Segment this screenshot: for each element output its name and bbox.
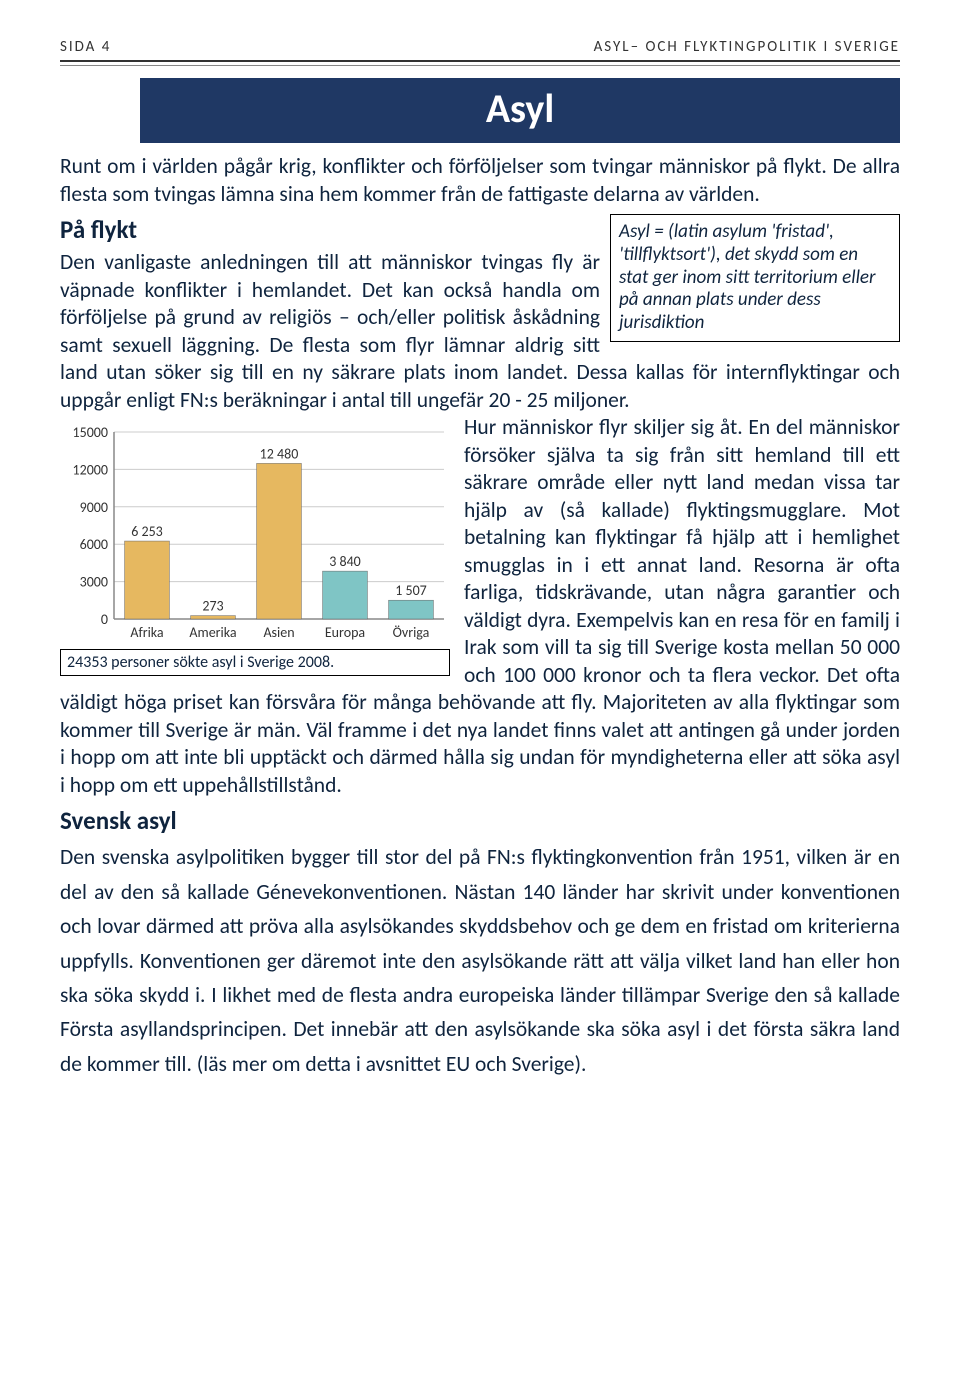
definition-callout-box: Asyl = (latin asylum 'fristad', 'tillfly…	[610, 214, 900, 342]
bar-chart-svg: 0 3000 6000 9000 12000 15000 6 253 Afrika 273 Ame…	[60, 422, 450, 647]
document-header-title: ASYL– OCH FLYKTINGPOLITIK I SVERIGE	[594, 38, 900, 56]
svg-text:12 480: 12 480	[260, 446, 299, 463]
intro-paragraph: Runt om i världen pågår krig, konflikter…	[60, 153, 900, 208]
svg-text:1 507: 1 507	[395, 582, 427, 599]
svg-text:Afrika: Afrika	[130, 624, 163, 641]
svg-text:Asien: Asien	[263, 624, 294, 641]
subheading-svensk-asyl: Svensk asyl	[60, 805, 900, 836]
svg-text:9000: 9000	[80, 499, 108, 516]
svg-text:6 253: 6 253	[131, 523, 163, 540]
svg-text:3000: 3000	[80, 574, 108, 591]
svg-text:Övriga: Övriga	[393, 624, 430, 641]
asylum-bar-chart: 0 3000 6000 9000 12000 15000 6 253 Afrika 273 Ame…	[60, 422, 450, 676]
svg-text:3 840: 3 840	[329, 553, 361, 570]
header-rule-thin	[60, 65, 900, 66]
section-title-bar: Asyl	[140, 78, 900, 143]
svg-text:12000: 12000	[73, 462, 108, 479]
paragraph-svensk-asyl: Den svenska asylpolitiken bygger till st…	[60, 840, 900, 1081]
header-rule-thick	[60, 60, 900, 62]
svg-text:Europa: Europa	[325, 624, 365, 641]
svg-text:0: 0	[101, 611, 108, 628]
svg-text:6000: 6000	[80, 536, 108, 553]
svg-text:Amerika: Amerika	[189, 624, 236, 641]
chart-caption: 24353 personer sökte asyl i Sverige 2008…	[60, 649, 450, 676]
svg-text:273: 273	[202, 598, 223, 615]
page-number-label: SIDA 4	[60, 38, 111, 56]
svg-text:15000: 15000	[73, 424, 108, 441]
